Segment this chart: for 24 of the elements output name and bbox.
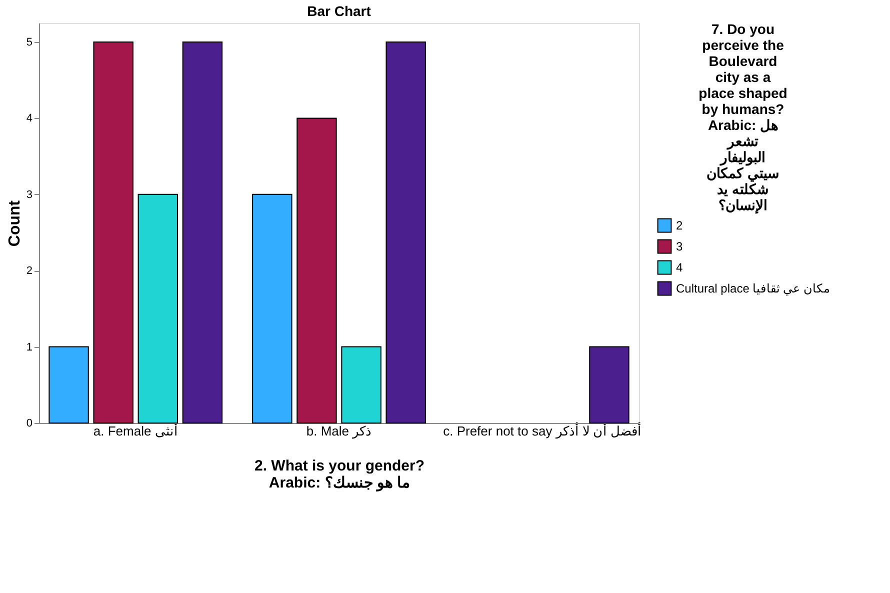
legend-label: Cultural place مكان عي ثقافيا [676,282,830,296]
y-tick-label: 1 [26,341,32,354]
x-tick-label: b. Male ذكر [306,424,372,440]
bar [138,194,178,424]
bar [589,346,630,424]
bar [386,42,426,424]
y-tick-label: 4 [26,112,32,125]
x-tick-label: c. Prefer not to say أفضل أن لا أذكر [443,422,642,440]
bar [296,118,337,424]
y-tick-label: 2 [26,265,32,278]
y-tick-label: 0 [26,418,32,430]
bar [48,346,89,424]
bar [93,42,134,424]
legend-label: 3 [676,240,683,254]
legend-label: 2 [676,218,683,232]
bar [341,346,382,424]
chart-title: Bar Chart [307,3,372,19]
y-tick-label: 5 [26,36,32,49]
legend-label: 4 [676,260,683,274]
y-axis-title: Count [6,200,24,247]
x-tick-label: a. Female أنثى [93,422,178,438]
y-tick-label: 3 [26,188,32,201]
bar [182,42,223,424]
bar [252,194,292,424]
